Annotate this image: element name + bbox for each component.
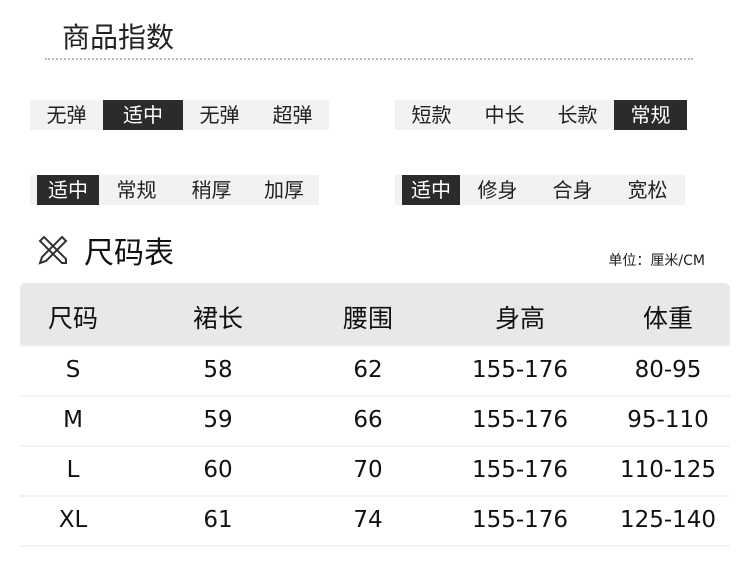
index-group: 适中 常规 稍厚 加厚 (30, 175, 319, 205)
column-header: 裙长 (192, 304, 244, 333)
table-cell: XL (58, 507, 88, 533)
size-chart-heading: 尺码表 (36, 228, 174, 272)
size-chart-title: 尺码表 (84, 236, 174, 271)
table-row-partial (20, 547, 730, 567)
table-cell: 61 (203, 507, 233, 533)
column-header: 体重 (642, 304, 694, 333)
column-header: 腰围 (342, 304, 394, 333)
table-cell: 80-95 (634, 357, 702, 383)
index-option: 加厚 (264, 178, 304, 202)
table-cell: S (65, 357, 81, 383)
index-option: 适中 (103, 100, 183, 130)
table-cell: 60 (203, 457, 233, 483)
index-option: 常规 (614, 100, 687, 130)
table-cell: 110-125 (619, 457, 717, 483)
index-option: 合身 (552, 178, 593, 202)
table-cell: 155-176 (471, 457, 569, 483)
table-cell: 66 (353, 407, 383, 433)
index-option: 无弹 (46, 103, 87, 127)
index-group: 短款 中长 长款 常规 (395, 100, 687, 130)
table-cell: 59 (203, 407, 233, 433)
table-row: S 58 62 155-176 80-95 (20, 347, 730, 395)
table-cell: 70 (353, 457, 383, 483)
column-header: 尺码 (47, 304, 99, 333)
section-title: 商品指数 (62, 21, 175, 54)
size-table: 尺码 裙长 腰围 身高 体重 S 58 62 155-176 80-95 M 59 66 155-176 9… (20, 283, 730, 567)
unit-label: 单位：厘米/CM (608, 253, 705, 269)
table-cell: 95-110 (627, 407, 709, 433)
table-cell: L (66, 457, 80, 483)
table-cell: 155-176 (471, 507, 569, 533)
table-header: 尺码 裙长 腰围 身高 体重 (20, 283, 730, 345)
index-option: 超弹 (272, 103, 313, 127)
index-option: 宽松 (627, 178, 668, 202)
index-option: 常规 (116, 178, 157, 202)
table-cell: 62 (353, 357, 383, 383)
index-group: 适中 修身 合身 宽松 (395, 175, 685, 205)
table-row: M 59 66 155-176 95-110 (20, 397, 730, 445)
index-group: 无弹 适中 无弹 超弹 (30, 100, 329, 130)
index-option: 适中 (402, 175, 460, 205)
table-cell: M (63, 407, 83, 433)
index-option: 稍厚 (191, 178, 232, 202)
table-row: XL 61 74 155-176 125-140 (20, 497, 730, 545)
index-option: 短款 (411, 103, 452, 127)
dotted-divider (45, 58, 693, 60)
table-cell: 125-140 (619, 507, 717, 533)
table-cell: 155-176 (471, 357, 569, 383)
table-row: L 60 70 155-176 110-125 (20, 447, 730, 495)
index-option: 中长 (484, 103, 525, 127)
ruler-pencil-icon (38, 235, 68, 265)
index-option: 适中 (37, 175, 99, 205)
index-option: 长款 (557, 103, 598, 127)
index-option: 修身 (477, 178, 518, 202)
table-cell: 58 (203, 357, 233, 383)
column-header: 身高 (494, 304, 546, 333)
table-cell: 74 (353, 507, 383, 533)
table-cell: 155-176 (471, 407, 569, 433)
index-option: 无弹 (199, 103, 240, 127)
